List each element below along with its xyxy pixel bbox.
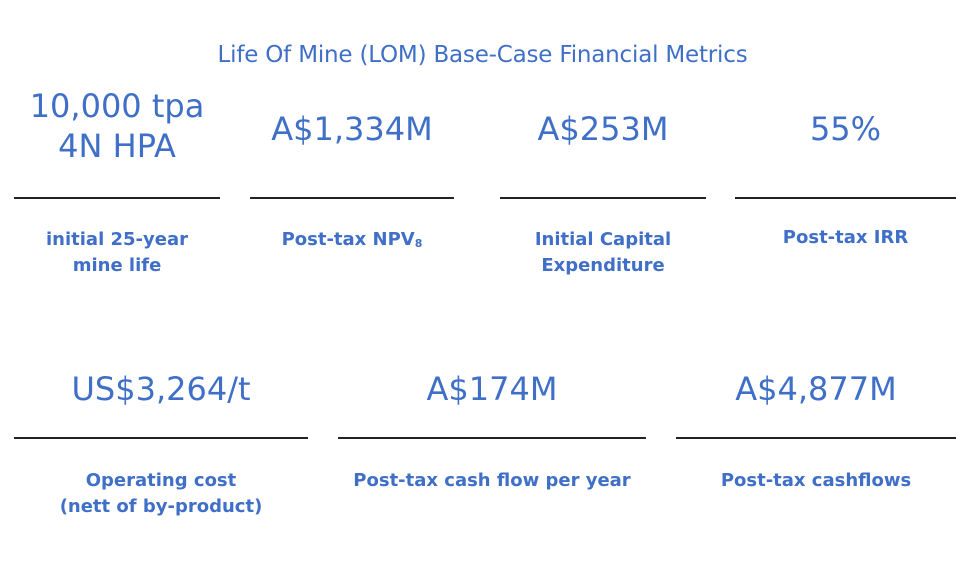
metric-label: initial 25-year mine life — [14, 227, 220, 279]
metric-production: 10,000 tpa 4N HPA initial 25-year mine l… — [14, 86, 220, 286]
metric-value-line: 10,000 tpa — [29, 87, 205, 125]
metric-label: Operating cost (nett of by-product) — [14, 468, 308, 520]
divider-rule — [338, 437, 646, 439]
metric-operating-cost: US$3,264/t Operating cost (nett of by-pr… — [14, 366, 308, 536]
page-title: Life Of Mine (LOM) Base-Case Financial M… — [217, 42, 748, 68]
metric-irr: 55% Post-tax IRR — [735, 86, 956, 286]
metric-npv: A$1,334M Post-tax NPV8 — [250, 86, 454, 286]
divider-rule — [676, 437, 956, 439]
metric-label-text: Post-tax cash flow per year — [353, 470, 631, 491]
metric-label-text: Post-tax NPV — [281, 229, 415, 250]
metric-label: Initial Capital Expenditure — [500, 227, 706, 279]
metric-capex: A$253M Initial Capital Expenditure — [500, 86, 706, 286]
divider-rule — [735, 197, 956, 199]
metric-label-text: Post-tax IRR — [782, 227, 909, 248]
metric-label-line: Initial Capital — [534, 229, 672, 250]
metric-label: Post-tax cash flow per year — [338, 468, 646, 494]
metric-label-line: initial 25-year — [46, 229, 188, 250]
metric-total-cashflows: A$4,877M Post-tax cashflows — [676, 366, 956, 536]
metric-value-line: 4N HPA — [58, 127, 176, 165]
divider-rule — [14, 197, 220, 199]
metric-label-line: Expenditure — [541, 255, 665, 276]
metric-value: 10,000 tpa 4N HPA — [14, 86, 220, 166]
metric-value: A$4,877M — [735, 370, 897, 408]
metric-label: Post-tax NPV8 — [250, 227, 454, 257]
metric-value: US$3,264/t — [71, 370, 251, 408]
metric-value: A$174M — [426, 370, 558, 408]
metric-value: 55% — [809, 110, 882, 148]
metric-label-line: Operating cost — [85, 470, 237, 491]
metric-cash-flow-per-year: A$174M Post-tax cash flow per year — [338, 366, 646, 536]
metric-label-subscript: 8 — [414, 237, 423, 250]
divider-rule — [500, 197, 706, 199]
divider-rule — [14, 437, 308, 439]
metric-label: Post-tax cashflows — [676, 468, 956, 494]
metric-value: A$253M — [537, 110, 669, 148]
metric-label-text: Post-tax cashflows — [720, 470, 912, 491]
metric-label-line: (nett of by-product) — [59, 496, 263, 517]
metric-label-line: mine life — [72, 255, 162, 276]
metric-label: Post-tax IRR — [735, 225, 956, 251]
divider-rule — [250, 197, 454, 199]
metric-value: A$1,334M — [271, 110, 433, 148]
